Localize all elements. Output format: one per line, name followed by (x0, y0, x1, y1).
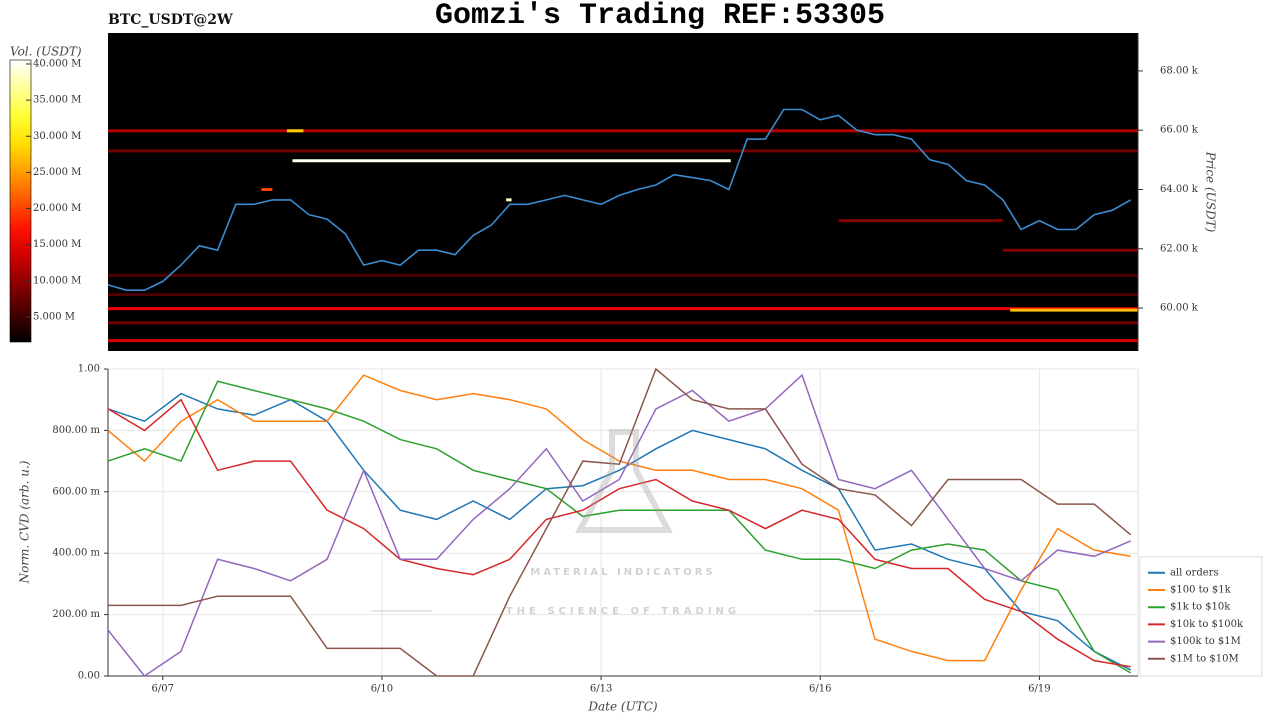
series-line (107, 373, 1131, 678)
colorbar-tick-label: 25.000 M (33, 167, 81, 178)
x-tick-label: 6/16 (809, 684, 831, 695)
y-tick-label: 800.00 m (52, 425, 100, 436)
liquidity-band (108, 307, 1138, 311)
colorbar-tick-label: 15.000 M (33, 239, 81, 250)
liquidity-band (261, 187, 273, 191)
y-tick-label: 400.00 m (52, 548, 100, 559)
colorbar-tick-label: 10.000 M (33, 275, 81, 286)
legend-label: $1M to $10M (1170, 653, 1239, 664)
liquidity-band (1002, 248, 1138, 252)
y-tick-label: 200.00 m (52, 609, 100, 620)
series-line (107, 392, 1132, 671)
legend-label: $10k to $100k (1170, 619, 1244, 630)
x-tick-label: 6/19 (1028, 684, 1050, 695)
watermark-tagline: THE SCIENCE OF TRADING (506, 606, 740, 617)
liquidity-band (108, 129, 1138, 133)
legend-label: $1k to $10k (1170, 602, 1231, 613)
y-tick-label: 600.00 m (52, 486, 100, 497)
price-line (107, 108, 1132, 291)
liquidity-band (108, 321, 1138, 325)
colorbar (9, 59, 32, 343)
symbol: BTC_USDT@2W (108, 12, 233, 28)
liquidity-band (506, 198, 512, 202)
liquidity-band (108, 293, 1138, 297)
series-line (107, 374, 1131, 662)
y-tick-label: 1.00 (78, 364, 100, 375)
cvd-plot-area (107, 368, 1139, 677)
y-tick-label: 60.00 k (1160, 303, 1199, 314)
liquidity-band (1010, 308, 1138, 312)
watermark-name: MATERIAL INDICATORS (530, 567, 715, 578)
legend-label: all orders (1170, 567, 1219, 578)
liquidity-band (838, 219, 1003, 223)
y-tick-label: 68.00 k (1160, 65, 1199, 76)
x-tick-label: 6/10 (371, 684, 393, 695)
colorbar-tick-label: 40.000 M (33, 58, 81, 69)
watermark-logo (575, 429, 673, 533)
legend-box (1139, 556, 1263, 677)
liquidity-band (108, 273, 1138, 277)
liquidity-band (286, 129, 304, 133)
legend-label: $100 to $1k (1170, 585, 1232, 596)
legend-label: $100k to $1M (1170, 636, 1241, 647)
watermark: MATERIAL INDICATORS THE SCIENCE OF TRADI… (372, 429, 874, 617)
colorbar-tick-label: 20.000 M (33, 203, 81, 214)
colorbar-tick-label: 30.000 M (33, 131, 81, 142)
y-tick-label: 64.00 k (1160, 184, 1199, 195)
series-line (108, 367, 1132, 677)
y-tick-label: 0.00 (78, 671, 100, 682)
liquidity-band (108, 149, 1138, 153)
x-axis-label: Date (UTC) (587, 700, 657, 714)
x-tick-label: 6/13 (590, 684, 612, 695)
cvd-axis-label: Norm. CVD (arb. u.) (18, 460, 32, 584)
series-line (107, 398, 1131, 668)
price-axis-label: Price (USDT) (1204, 151, 1218, 233)
heatmap-background (108, 33, 1138, 351)
colorbar-tick-label: 35.000 M (33, 95, 81, 106)
page-title: Gomzi's Trading REF:53305 (435, 0, 885, 33)
y-tick-label: 62.00 k (1160, 243, 1199, 254)
y-tick-label: 66.00 k (1160, 125, 1199, 136)
x-tick-label: 6/07 (152, 684, 174, 695)
colorbar-tick-label: 5.000 M (33, 311, 75, 322)
liquidity-band (292, 159, 731, 163)
chart-layer: 60.00 k 62.00 k 64.00 k 66.00 k 68.00 k 5.000… (26, 33, 1263, 695)
series-line (107, 380, 1132, 674)
colorbar-label: Vol. (USDT) (10, 45, 82, 59)
liquidity-band (108, 339, 1138, 343)
